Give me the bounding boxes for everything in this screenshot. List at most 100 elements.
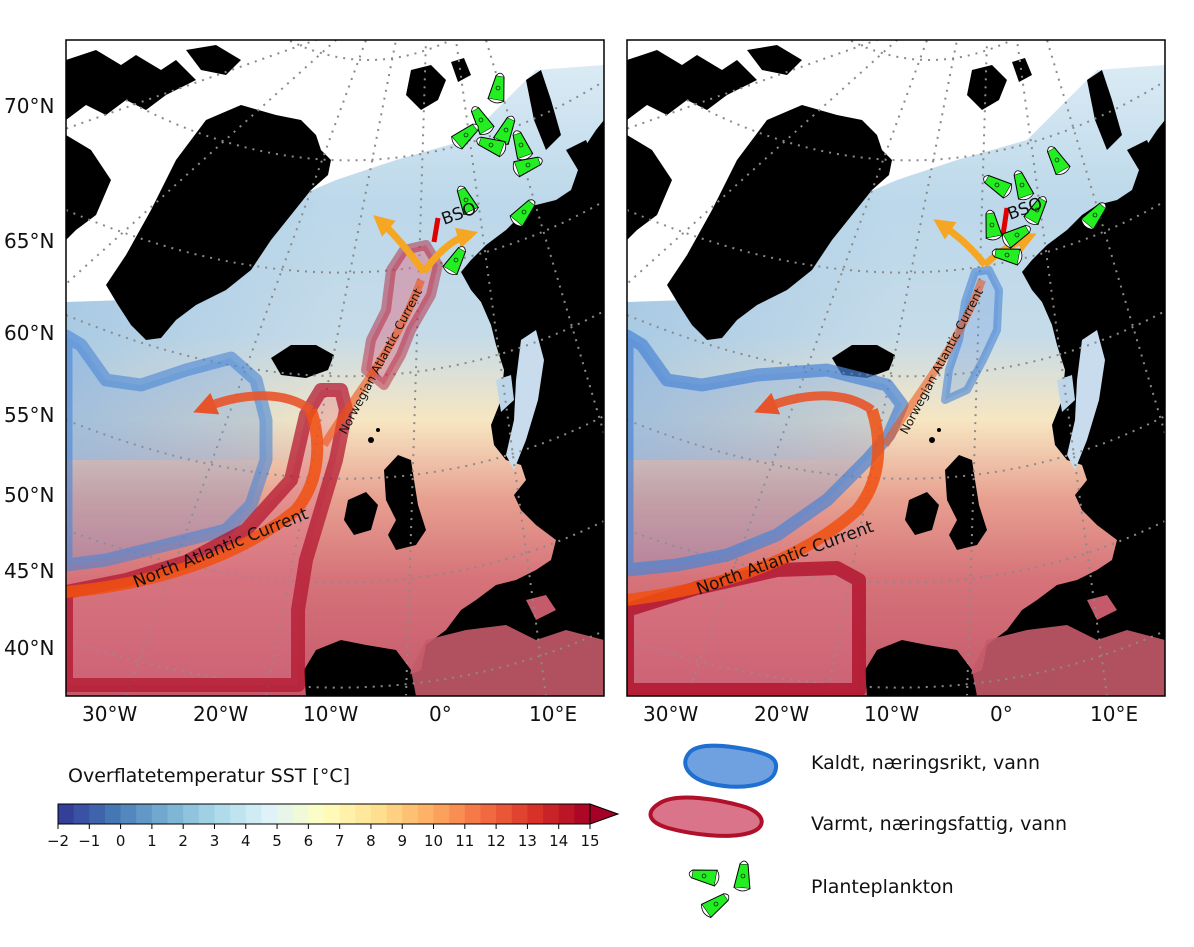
legend-warm-water-label: Varmt, næringsfattig, vann [811,813,1067,835]
lon-tick: 30°W [643,702,698,726]
colorbar-step [464,804,482,824]
colorbar-step [574,804,591,824]
colorbar-tick-label: −2 [47,832,69,850]
lat-tick: 60°N [4,321,54,345]
lat-tick: 65°N [4,229,54,253]
colorbar-tick-label: 10 [424,832,443,850]
colorbar-tick-label: 7 [335,832,345,850]
longitude-labels-right: 30°W 20°W 10°W 0° 10°E [643,702,1138,726]
colorbar-tick-label: 14 [549,832,568,850]
colorbar-step [417,804,435,824]
colorbar-tick-label: 12 [487,832,506,850]
colorbar-step [355,804,372,824]
lat-tick: 70°N [4,94,54,118]
colorbar-tick-label: 8 [366,832,376,850]
colorbar-step [386,804,403,824]
colorbar-step [527,804,544,824]
lat-tick: 55°N [4,403,54,427]
colorbar-ticks: −2 −1 0 1 2 3 4 5 6 7 8 9 10 11 12 13 14 15 [47,824,600,850]
legend-warm-water-swatch [648,795,764,838]
colorbar-step [324,804,341,824]
legend-cold-water-swatch [683,743,779,789]
bso-line [1000,207,1010,236]
legend-phytoplankton-icon [687,859,753,920]
current-branch-north [320,278,425,448]
colorbar-tick-label: 13 [518,832,537,850]
legend-cold-water-label: Kaldt, næringsrikt, vann [811,752,1040,774]
colorbar-extend-arrow [589,803,620,825]
colorbar-step [449,804,466,824]
cold-water-region-north [941,266,1003,404]
norwegian-branch-west [933,219,988,268]
colorbar-step [104,804,122,824]
colorbar-tick-label: 3 [210,832,220,850]
colorbar-step [136,804,153,824]
legend: Kaldt, næringsrikt, vann Varmt, næringsf… [648,743,1067,920]
latitude-labels: 70°N 65°N 60°N 55°N 50°N 45°N 40°N [4,94,54,660]
colorbar-step [496,804,513,824]
colorbar-tick-label: 4 [241,832,251,850]
colorbar-step [89,804,106,824]
current-branch-west [754,391,875,415]
current-branch-north [881,278,986,448]
colorbar-tick-label: 5 [272,832,282,850]
colorbar-step [214,804,231,824]
colorbar-tick-label: −1 [78,832,100,850]
bso-line [431,217,441,243]
panel-frame [65,39,605,697]
map-panel-left: North Atlantic Current Norwegian Atlanti… [65,39,605,697]
lon-tick: 10°W [303,702,358,726]
norwegian-branch-west [373,215,427,275]
colorbar-tick-label: 6 [304,832,314,850]
colorbar-step [58,804,75,824]
colorbar-step [558,804,575,824]
colorbar-step [339,804,356,824]
norwegian-branch-east [421,227,479,275]
colorbar-step [480,804,497,824]
colorbar-step [308,804,325,824]
colorbar-step [120,804,137,824]
lon-tick: 0° [429,702,452,726]
longitude-labels-left: 30°W 20°W 10°W 0° 10°E [82,702,577,726]
colorbar-step [402,804,419,824]
colorbar-step [245,804,263,824]
north-atlantic-current [627,408,885,606]
colorbar-tick-label: 9 [397,832,407,850]
colorbar-frame [57,803,591,825]
colorbar-tick-label: 1 [147,832,157,850]
colorbar-tick-label: 2 [178,832,188,850]
colorbar-step [511,804,529,824]
lat-tick: 50°N [4,483,54,507]
colorbar-tick-label: 15 [580,832,599,850]
lat-tick: 45°N [4,559,54,583]
lon-tick: 30°W [82,702,137,726]
current-branch-west [193,391,314,415]
legend-phytoplankton-label: Planteplankton [811,876,954,898]
colorbar-step [73,804,90,824]
lon-tick: 10°E [1090,702,1138,726]
north-atlantic-current [66,408,324,598]
colorbar: Overflatetemperatur SST [°C] −2 −1 0 1 2 3 4 5 6… [47,765,620,850]
colorbar-step [167,804,184,824]
colorbar-step [183,804,200,824]
colorbar-steps [58,804,591,824]
lat-tick: 40°N [4,636,54,660]
colorbar-step [151,804,169,824]
warm-water-region [66,383,353,692]
lon-tick: 20°W [193,702,248,726]
colorbar-title: Overflatetemperatur SST [°C] [68,765,350,787]
lon-tick: 10°W [864,702,919,726]
lon-tick: 10°E [529,702,577,726]
panel-frame [626,39,1166,697]
colorbar-step [543,804,560,824]
colorbar-step [261,804,278,824]
colorbar-step [292,804,309,824]
colorbar-step [370,804,388,824]
colorbar-step [277,804,294,824]
lon-tick: 0° [990,702,1013,726]
colorbar-tick-label: 0 [116,832,126,850]
colorbar-step [433,804,450,824]
colorbar-tick-label: 11 [455,832,474,850]
colorbar-step [230,804,247,824]
